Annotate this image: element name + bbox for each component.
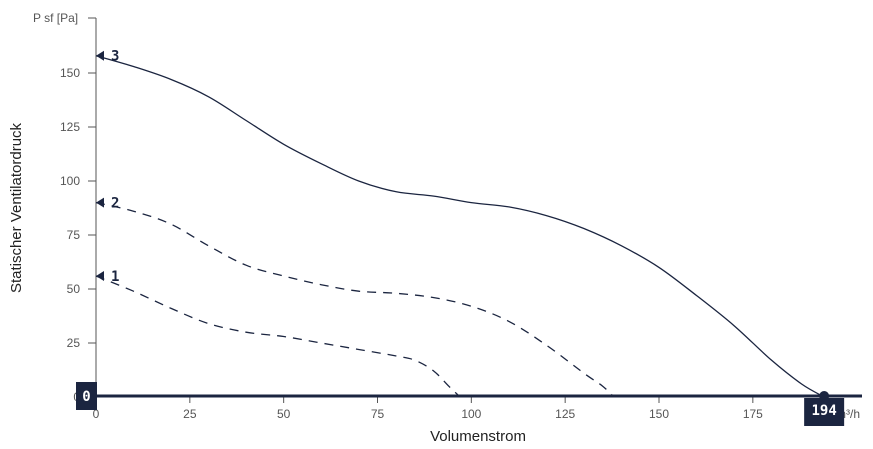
x-tick-label: 0 bbox=[93, 407, 100, 421]
y-tick-label: 25 bbox=[67, 336, 81, 350]
x-end-badge[interactable]: 194 bbox=[804, 398, 845, 426]
x-tick-label: 175 bbox=[743, 407, 763, 421]
x-end-value: 194 bbox=[811, 403, 836, 419]
curve-1-marker bbox=[96, 271, 104, 282]
y-axis-title: Statischer Ventilatordruck bbox=[8, 122, 25, 293]
y-tick-label: 125 bbox=[60, 120, 80, 134]
curve-2-label: 2 bbox=[111, 196, 119, 212]
curve-1 bbox=[95, 275, 461, 398]
curve-2-marker bbox=[96, 197, 104, 208]
x-axis-title: Volumenstrom bbox=[430, 428, 526, 445]
curve-1-label: 1 bbox=[111, 269, 119, 285]
curve-3 bbox=[95, 55, 825, 398]
x-start-badge[interactable]: 0 bbox=[76, 382, 97, 410]
curve-2 bbox=[95, 201, 615, 398]
curves: 1 2 3 bbox=[95, 49, 825, 398]
y-ticks: 0 25 50 75 100 125 150 bbox=[60, 17, 96, 404]
y-unit-label: P sf [Pa] bbox=[33, 11, 78, 25]
y-tick-label: 75 bbox=[67, 228, 81, 242]
x-ticks: 0 25 50 75 100 125 150 175 bbox=[93, 397, 763, 421]
x-tick-label: 75 bbox=[371, 407, 385, 421]
curve-3-label: 3 bbox=[111, 49, 119, 65]
y-tick-label: 100 bbox=[60, 174, 80, 188]
x-tick-label: 50 bbox=[277, 407, 291, 421]
curve-3-marker bbox=[96, 50, 104, 61]
y-tick-label: 150 bbox=[60, 66, 80, 80]
x-start-value: 0 bbox=[82, 389, 90, 405]
x-tick-label: 150 bbox=[649, 407, 669, 421]
x-tick-label: 25 bbox=[183, 407, 197, 421]
x-tick-label: 100 bbox=[461, 407, 481, 421]
y-tick-label: 50 bbox=[67, 282, 81, 296]
x-tick-label: 125 bbox=[555, 407, 575, 421]
